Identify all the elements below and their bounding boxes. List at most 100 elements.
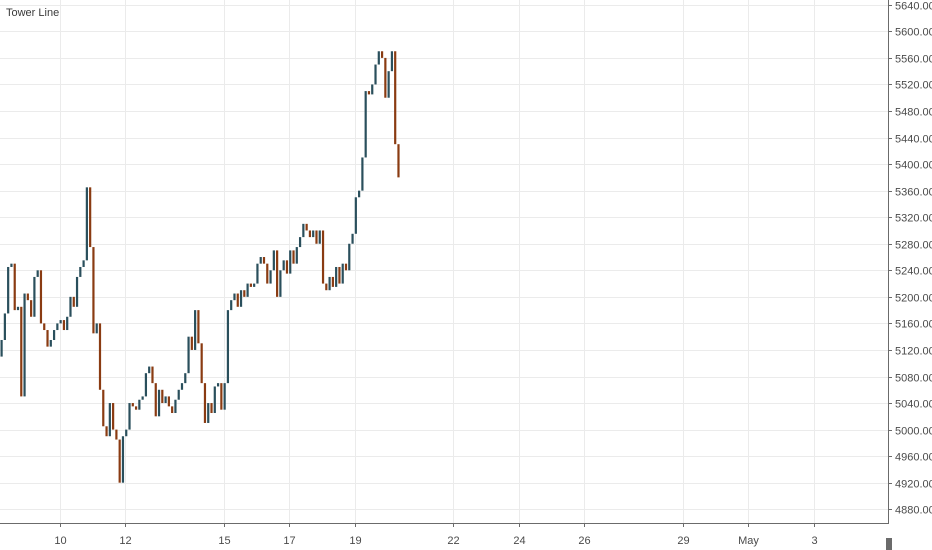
tower-bar-down [105, 426, 108, 437]
tower-bar-down [20, 306, 23, 397]
tower-bar-up [0, 339, 3, 357]
tower-bar-up [3, 313, 6, 340]
tower-bar-down [397, 144, 400, 178]
price-tick-label: 5160.00 [895, 319, 932, 331]
tower-bar-up [16, 306, 20, 311]
time-tick-label: 10 [54, 535, 66, 547]
time-tick-label: 29 [677, 535, 689, 547]
tower-bar-up [69, 296, 72, 317]
price-tick-label: 5560.00 [895, 54, 932, 66]
time-tick-label: 26 [578, 535, 590, 547]
tower-bar-up [272, 250, 275, 271]
tower-bar-down [167, 396, 170, 407]
price-tick-label: 5480.00 [895, 107, 932, 119]
price-axis-ticks: 4880.00 4920.00 4960.00 5000.00 5040.00 5080.… [888, 1, 932, 517]
time-tick-label: 19 [349, 535, 361, 547]
tower-bar-down [315, 230, 318, 244]
tower-bar-down [276, 250, 279, 297]
tower-bar-down [380, 51, 384, 58]
tower-bar-up [364, 91, 367, 158]
tower-bar-down [292, 250, 295, 264]
tower-bar-down [92, 247, 95, 334]
time-scale-handle[interactable] [886, 538, 892, 550]
tower-bar-up [348, 243, 351, 271]
tower-bar-down [102, 389, 105, 427]
tower-bar-down [197, 310, 200, 344]
tower-bar-down [394, 51, 397, 145]
time-tick-label: 3 [811, 535, 817, 547]
tower-bar-up [295, 247, 298, 264]
price-tick-label: 5440.00 [895, 134, 932, 146]
tower-bar-up [259, 257, 262, 264]
tower-bar-down [171, 406, 174, 414]
time-tick-label: 17 [283, 535, 295, 547]
tower-bar-down [305, 223, 308, 231]
tower-bar-up [194, 310, 197, 350]
tower-bar-up [174, 399, 177, 414]
tower-bar-up [125, 429, 128, 437]
tower-bar-down [161, 389, 164, 404]
tower-bar-up [253, 283, 256, 287]
tower-bar-up [298, 237, 302, 248]
tower-bar-up [216, 383, 220, 387]
tower-bars [0, 51, 400, 483]
tower-bar-up [23, 293, 26, 397]
tower-bar-down [118, 439, 121, 483]
tower-bar-down [262, 257, 266, 264]
tower-bar-down [190, 336, 193, 350]
price-tick-label: 5400.00 [895, 160, 932, 172]
tower-bar-up [233, 293, 236, 301]
tower-bar-down [62, 320, 66, 331]
tower-bar-down [384, 57, 387, 98]
price-tick-label: 5000.00 [895, 426, 932, 438]
tower-bar-down [30, 300, 33, 317]
price-tick-label: 5280.00 [895, 240, 932, 252]
tower-bar-down [210, 403, 213, 414]
tower-bar-up [141, 396, 144, 400]
price-tick-label: 5640.00 [895, 1, 932, 13]
tower-bar-down [321, 230, 325, 284]
tower-bar-up [387, 71, 390, 98]
tower-bar-up [328, 276, 331, 291]
horizontal-grid-lines [0, 5, 888, 510]
tower-bar-up [7, 266, 10, 314]
price-tick-label: 5520.00 [895, 80, 932, 92]
tower-bar-up [377, 51, 380, 65]
tower-bar-up [279, 270, 282, 297]
tower-bar-up [177, 389, 180, 400]
tower-bar-down [131, 403, 134, 407]
tower-bar-up [223, 383, 226, 410]
tower-bar-up [230, 300, 233, 311]
tower-bar-down [200, 343, 203, 384]
time-tick-label: 12 [119, 535, 131, 547]
tower-bar-up [289, 250, 292, 274]
price-tick-label: 5040.00 [895, 399, 932, 411]
tower-bar-down [154, 383, 157, 417]
tower-bar-up [358, 190, 361, 198]
time-tick-label: May [738, 535, 759, 547]
time-tick-label: 22 [447, 535, 459, 547]
tower-bar-up [371, 84, 374, 95]
tower-bar-down [236, 293, 239, 307]
tower-bar-down [112, 403, 115, 430]
tower-bar-down [266, 263, 269, 284]
tower-bar-down [39, 270, 43, 324]
tower-bar-down [203, 383, 207, 423]
vertical-grid-lines [60, 0, 815, 523]
tower-bar-down [325, 283, 328, 291]
tower-bar-up [82, 260, 85, 267]
tower-bar-up [361, 157, 364, 191]
tower-bar-up [226, 310, 230, 384]
tower-bar-up [187, 336, 190, 374]
tower-bar-up [239, 290, 243, 307]
tower-bar-up [75, 276, 79, 307]
tower-bar-up [312, 230, 315, 238]
time-axis-ticks: 10 12 15 17 19 22 24 26 29 May 3 [54, 523, 818, 547]
price-tick-label: 5600.00 [895, 27, 932, 39]
price-tick-label: 5320.00 [895, 213, 932, 225]
price-tick-label: 5360.00 [895, 187, 932, 199]
tower-bar-up [52, 330, 56, 340]
tower-bar-down [220, 383, 223, 410]
price-tick-label: 4960.00 [895, 452, 932, 464]
